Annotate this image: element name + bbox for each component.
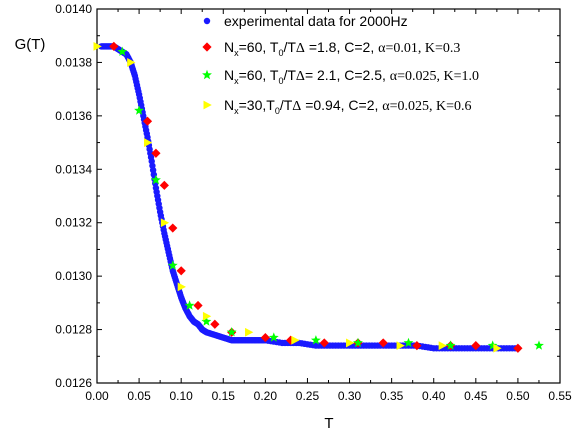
y-tick-label: 0.0132 [55,216,92,230]
y-tick-label: 0.0126 [55,376,92,390]
y-tick-label: 0.0128 [55,323,92,337]
data-point-series-2 [210,319,220,329]
data-point-series-2 [319,338,329,348]
legend-marker-4 [203,100,212,110]
data-point-series-4 [438,341,447,350]
y-tick-label: 0.0140 [55,2,92,16]
data-point-series-2 [176,266,186,276]
data-point-series-4 [202,311,212,321]
legend-marker-1 [203,17,211,25]
data-point-series-4 [144,138,153,147]
x-tick-label: 0.35 [380,389,404,403]
data-point-series-4 [291,335,300,345]
y-tick-label: 0.0136 [55,109,92,123]
data-point-series-3 [201,316,212,326]
x-tick-label: 0.40 [422,389,446,403]
data-point-series-4 [177,282,186,292]
x-tick-label: 0.45 [464,389,488,403]
data-point-series-4 [493,343,502,353]
legend: experimental data for 2000Hz Nx=60, T0/TΔ… [202,13,479,116]
data-point-series-4 [127,58,136,67]
data-point-series-3 [134,105,144,115]
legend-marker-2 [202,42,212,52]
y-tick-label: 0.0134 [55,162,92,176]
data-point-series-3 [167,260,178,270]
data-point-series-2 [168,223,178,233]
data-point-series-2 [471,341,481,351]
data-point-series-2 [412,341,422,351]
data-point-series-3 [353,337,363,348]
data-point-series-3 [268,332,279,342]
data-point-series-4 [93,42,102,51]
x-tick-label: 0.10 [170,389,194,403]
data-point-series-2 [142,116,153,126]
x-tick-label: 0.50 [506,389,530,403]
data-point-series-2 [109,41,119,51]
x-tick-label: 0.25 [296,389,320,403]
data-point-series-3 [487,340,498,350]
x-tick-label: 0.00 [85,389,109,403]
data-point-series-3 [534,340,544,350]
data-point-series-3 [310,335,321,345]
data-point-series-2 [513,343,523,353]
data-point-series-2 [260,332,270,343]
axes: 0.00 0.05 0.10 0.15 0.20 0.25 0.30 0.35 0.40 0.45… [55,2,572,403]
data-point-series-4 [396,341,405,350]
x-tick-label: 0.30 [338,389,362,403]
x-tick-label: 0.15 [212,389,236,403]
data-point-series-2 [159,180,169,190]
y-tick-label: 0.0138 [55,55,92,69]
legend-label-2: Nx=60, T0/TΔ =1.8, C=2, α=0.01, K=0.3 [224,39,460,58]
data-point-series-3 [403,337,414,348]
data-point-series-2 [151,148,161,158]
plot-frame [96,8,561,384]
y-axis-label: G(T) [15,36,46,53]
data-points [93,41,544,353]
data-point-series-3 [117,46,128,56]
x-axis-label: T [324,415,333,432]
legend-label-4: Nx=30,T0/TΔ =0.94, C=2, α=0.025, K=0.6 [224,97,472,116]
data-point-series-3 [226,327,237,337]
data-point-series-4 [346,338,355,348]
legend-label-1: experimental data for 2000Hz [224,13,408,29]
x-tick-label: 0.20 [254,389,278,403]
legend-label-3: Nx=60, T0/TΔ= 2.1, C=2.5, α=0.025, K=1.0 [224,67,479,86]
data-point-series-4 [160,218,170,228]
data-point-series-4 [245,327,254,337]
x-tick-label: 0.55 [548,389,572,403]
y-tick-label: 0.0130 [55,269,92,283]
data-point-series-3 [445,340,456,350]
legend-marker-3 [202,69,212,80]
data-point-series-2 [378,338,388,348]
data-point-series-3 [184,300,195,310]
data-point-series-2 [193,300,203,311]
data-point-series-3 [151,174,161,185]
x-tick-label: 0.05 [127,389,151,403]
